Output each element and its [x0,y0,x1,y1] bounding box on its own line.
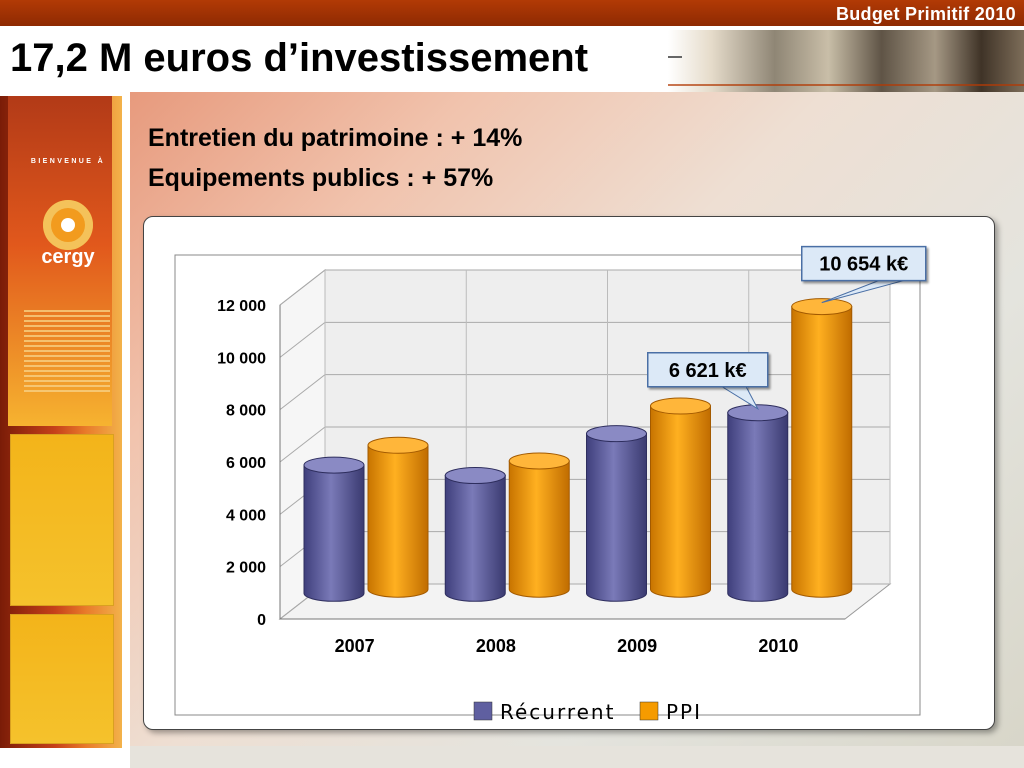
bottom-strip [130,746,1024,768]
bar-ppi-2007-top [367,436,429,454]
x-tick-label: 2007 [335,636,375,656]
bar-ppi-2010-top [791,298,853,316]
subtitle-maintenance: Entretien du patrimoine : + 14% [148,124,523,152]
callout-label: 6 621 k€ [669,360,747,382]
bar-recurrent-2010-top [727,404,789,422]
callout-label: 10 654 k€ [819,254,908,276]
bar-recurrent-2008-top [444,467,506,485]
bar-ppi-2008 [508,460,570,598]
x-tick-label: 2009 [617,636,657,656]
title-row: 17,2 M euros d’investissement [0,26,1024,90]
sidebar: BIENVENUE À cergy [0,92,128,768]
y-tick-label: 6 000 [226,455,266,472]
bar-recurrent-2007 [303,464,365,602]
header-band: Budget Primitif 2010 [0,0,1024,26]
x-tick-label: 2008 [476,636,516,656]
bar-ppi-2007 [367,444,429,598]
legend-swatch [639,701,659,721]
bar-ppi-2010 [791,306,853,598]
bar-ppi-2009-top [650,397,711,415]
bar-ppi-2008-top [508,452,570,470]
cergy-logo [43,200,93,250]
bar-ppi-2009 [650,405,711,598]
subtitle-equipment: Equipements publics : + 57% [148,164,494,192]
y-tick-label: 8 000 [226,403,266,420]
cergy-banner: BIENVENUE À cergy [8,96,112,426]
cergy-logo-text: cergy [41,246,95,268]
header-photo [668,30,1024,92]
bar-recurrent-2009 [586,433,647,602]
sidebar-card [10,434,114,606]
legend-label: PPI [666,700,702,724]
x-tick-label: 2010 [758,636,798,656]
y-tick-label: 10 000 [217,350,266,367]
callout-box [647,352,769,388]
legend-label: Récurrent [500,700,615,724]
banner-body-text [24,310,110,392]
bar-recurrent-2010 [727,412,789,602]
legend-swatch [473,701,493,721]
banner-welcome: BIENVENUE À [30,158,106,165]
bar-recurrent-2007-top [303,456,365,474]
callout-box [801,245,927,282]
y-tick-label: 2 000 [226,560,266,577]
title-divider [668,56,682,58]
y-tick-label: 0 [257,612,266,629]
bar-recurrent-2008 [444,475,506,602]
y-tick-label: 12 000 [217,298,266,315]
sidebar-card [10,614,114,744]
page-title: 17,2 M euros d’investissement [10,36,589,80]
y-tick-label: 4 000 [226,507,266,524]
budget-label: Budget Primitif 2010 [835,4,1016,24]
bar-recurrent-2009-top [586,425,647,443]
